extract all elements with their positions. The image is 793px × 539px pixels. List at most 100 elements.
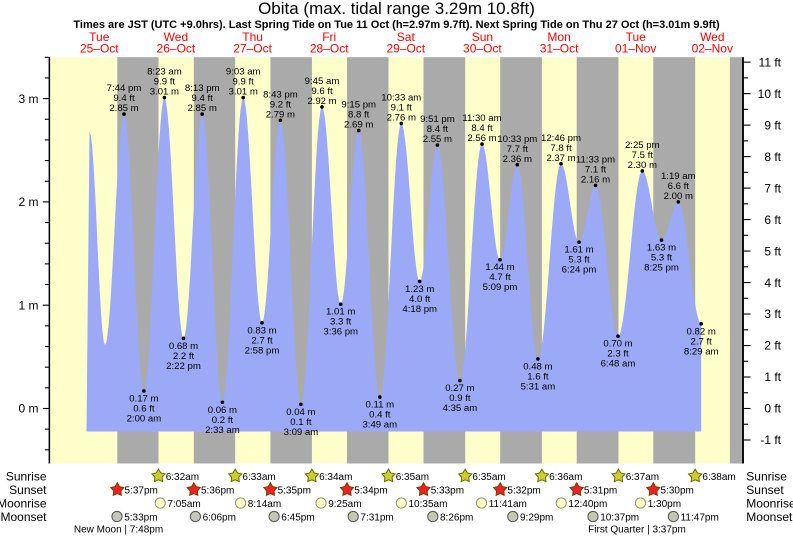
svg-text:0.70 m: 0.70 m xyxy=(603,339,632,350)
svg-text:Tue: Tue xyxy=(89,30,110,44)
svg-text:8.4 ft: 8.4 ft xyxy=(427,124,449,135)
svg-text:7.8 ft: 7.8 ft xyxy=(550,143,572,154)
svg-text:2.69 m: 2.69 m xyxy=(344,120,373,131)
svg-text:6:37am: 6:37am xyxy=(626,472,659,483)
svg-text:7:05am: 7:05am xyxy=(167,499,200,510)
svg-text:11:47pm: 11:47pm xyxy=(681,512,719,523)
svg-text:7:44 pm: 7:44 pm xyxy=(107,83,142,94)
svg-text:8.4 ft: 8.4 ft xyxy=(471,123,493,134)
svg-text:9.9 ft: 9.9 ft xyxy=(154,77,176,88)
svg-text:6:33am: 6:33am xyxy=(242,472,275,483)
svg-text:2.00 m: 2.00 m xyxy=(664,191,693,202)
svg-text:2.36 m: 2.36 m xyxy=(503,154,532,165)
svg-text:2.16 m: 2.16 m xyxy=(581,175,610,186)
svg-text:10 ft: 10 ft xyxy=(758,87,782,101)
svg-text:6:06pm: 6:06pm xyxy=(203,512,236,523)
svg-text:0 m: 0 m xyxy=(18,402,38,416)
svg-text:3:49 am: 3:49 am xyxy=(362,420,397,431)
svg-text:1:30pm: 1:30pm xyxy=(648,499,681,510)
svg-text:10:33 pm: 10:33 pm xyxy=(497,134,537,145)
svg-text:9:51 pm: 9:51 pm xyxy=(420,114,455,125)
svg-text:0.2 ft: 0.2 ft xyxy=(212,415,234,426)
svg-text:Tue: Tue xyxy=(626,30,647,44)
svg-text:5:09 pm: 5:09 pm xyxy=(483,282,518,293)
svg-text:7:31pm: 7:31pm xyxy=(360,512,393,523)
svg-text:0.82 m: 0.82 m xyxy=(687,326,716,337)
svg-text:Times are JST (UTC +9.0hrs). L: Times are JST (UTC +9.0hrs). Last Spring… xyxy=(73,19,720,31)
svg-text:8.8 ft: 8.8 ft xyxy=(348,110,370,121)
svg-text:Sat: Sat xyxy=(397,30,416,44)
svg-text:5:33pm: 5:33pm xyxy=(431,486,464,497)
svg-text:5.3 ft: 5.3 ft xyxy=(568,255,590,266)
svg-text:6:24 pm: 6:24 pm xyxy=(562,265,597,276)
svg-text:6:48 am: 6:48 am xyxy=(601,359,636,370)
svg-text:28–Oct: 28–Oct xyxy=(310,42,349,56)
svg-text:11:30 am: 11:30 am xyxy=(462,113,501,124)
svg-text:9:03 am: 9:03 am xyxy=(226,67,261,78)
svg-text:2:58 pm: 2:58 pm xyxy=(245,345,280,356)
svg-text:0.68 m: 0.68 m xyxy=(169,341,198,352)
svg-text:1:19 am: 1:19 am xyxy=(661,171,696,182)
svg-text:2:22 pm: 2:22 pm xyxy=(166,361,201,372)
svg-text:5:34pm: 5:34pm xyxy=(354,486,387,497)
svg-text:Moonrise: Moonrise xyxy=(0,496,47,510)
svg-text:9.2 ft: 9.2 ft xyxy=(270,99,292,110)
svg-text:3 m: 3 m xyxy=(18,92,38,106)
svg-text:2.76 m: 2.76 m xyxy=(387,113,416,124)
svg-text:4:18 pm: 4:18 pm xyxy=(402,304,437,315)
svg-text:5:35pm: 5:35pm xyxy=(278,486,311,497)
svg-text:12:46 pm: 12:46 pm xyxy=(541,133,581,144)
svg-text:6:35am: 6:35am xyxy=(396,472,429,483)
svg-text:Sunrise: Sunrise xyxy=(746,469,787,483)
svg-text:1.63 m: 1.63 m xyxy=(647,243,676,254)
svg-text:9:15 pm: 9:15 pm xyxy=(341,100,376,111)
svg-text:Fri: Fri xyxy=(322,30,336,44)
svg-text:9.1 ft: 9.1 ft xyxy=(391,103,413,114)
svg-text:01–Nov: 01–Nov xyxy=(615,42,656,56)
svg-text:11:33 pm: 11:33 pm xyxy=(576,155,615,166)
svg-text:8:29 am: 8:29 am xyxy=(684,346,719,357)
svg-text:1 ft: 1 ft xyxy=(764,370,781,384)
svg-text:0.4 ft: 0.4 ft xyxy=(369,410,391,421)
svg-text:0.9 ft: 0.9 ft xyxy=(449,393,471,404)
svg-text:Moonset: Moonset xyxy=(746,510,793,524)
svg-text:5:30pm: 5:30pm xyxy=(661,486,694,497)
svg-text:10:35am: 10:35am xyxy=(409,499,448,510)
svg-text:-1 ft: -1 ft xyxy=(760,433,781,447)
svg-text:5:31 am: 5:31 am xyxy=(521,381,556,392)
svg-text:4:35 am: 4:35 am xyxy=(443,403,478,414)
svg-text:27–Oct: 27–Oct xyxy=(233,42,272,56)
svg-text:2.7 ft: 2.7 ft xyxy=(251,335,273,346)
svg-text:2.56 m: 2.56 m xyxy=(467,133,496,144)
svg-text:8:14am: 8:14am xyxy=(248,499,281,510)
svg-text:2.85 m: 2.85 m xyxy=(188,103,217,114)
svg-text:2:00 am: 2:00 am xyxy=(127,413,162,424)
svg-text:Sunrise: Sunrise xyxy=(6,469,47,483)
svg-text:1 m: 1 m xyxy=(18,298,38,312)
svg-text:9 ft: 9 ft xyxy=(764,118,781,132)
svg-text:1.6 ft: 1.6 ft xyxy=(527,371,549,382)
svg-text:8:23 am: 8:23 am xyxy=(147,67,182,78)
svg-text:2.37 m: 2.37 m xyxy=(546,153,575,164)
svg-text:4.0 ft: 4.0 ft xyxy=(409,294,431,305)
svg-text:5:32pm: 5:32pm xyxy=(507,486,540,497)
svg-text:9.4 ft: 9.4 ft xyxy=(113,93,135,104)
svg-text:5:31pm: 5:31pm xyxy=(584,486,617,497)
svg-text:1.23 m: 1.23 m xyxy=(405,284,434,295)
svg-text:0.27 m: 0.27 m xyxy=(445,383,474,394)
svg-text:2:25 pm: 2:25 pm xyxy=(625,140,660,151)
svg-text:9.9 ft: 9.9 ft xyxy=(233,77,255,88)
svg-text:31–Oct: 31–Oct xyxy=(540,42,579,56)
svg-text:5:33pm: 5:33pm xyxy=(124,512,157,523)
svg-text:Moonset: Moonset xyxy=(0,510,47,524)
svg-text:8:26pm: 8:26pm xyxy=(440,512,473,523)
svg-text:0.48 m: 0.48 m xyxy=(523,361,552,372)
svg-text:4.7 ft: 4.7 ft xyxy=(489,272,511,283)
svg-text:0.17 m: 0.17 m xyxy=(129,393,158,404)
svg-text:5.3 ft: 5.3 ft xyxy=(651,253,673,264)
svg-text:Sunset: Sunset xyxy=(9,483,47,497)
svg-text:25–Oct: 25–Oct xyxy=(80,42,119,56)
svg-text:9.6 ft: 9.6 ft xyxy=(311,86,333,97)
svg-text:Sun: Sun xyxy=(472,30,493,44)
svg-text:2.7 ft: 2.7 ft xyxy=(691,336,713,347)
